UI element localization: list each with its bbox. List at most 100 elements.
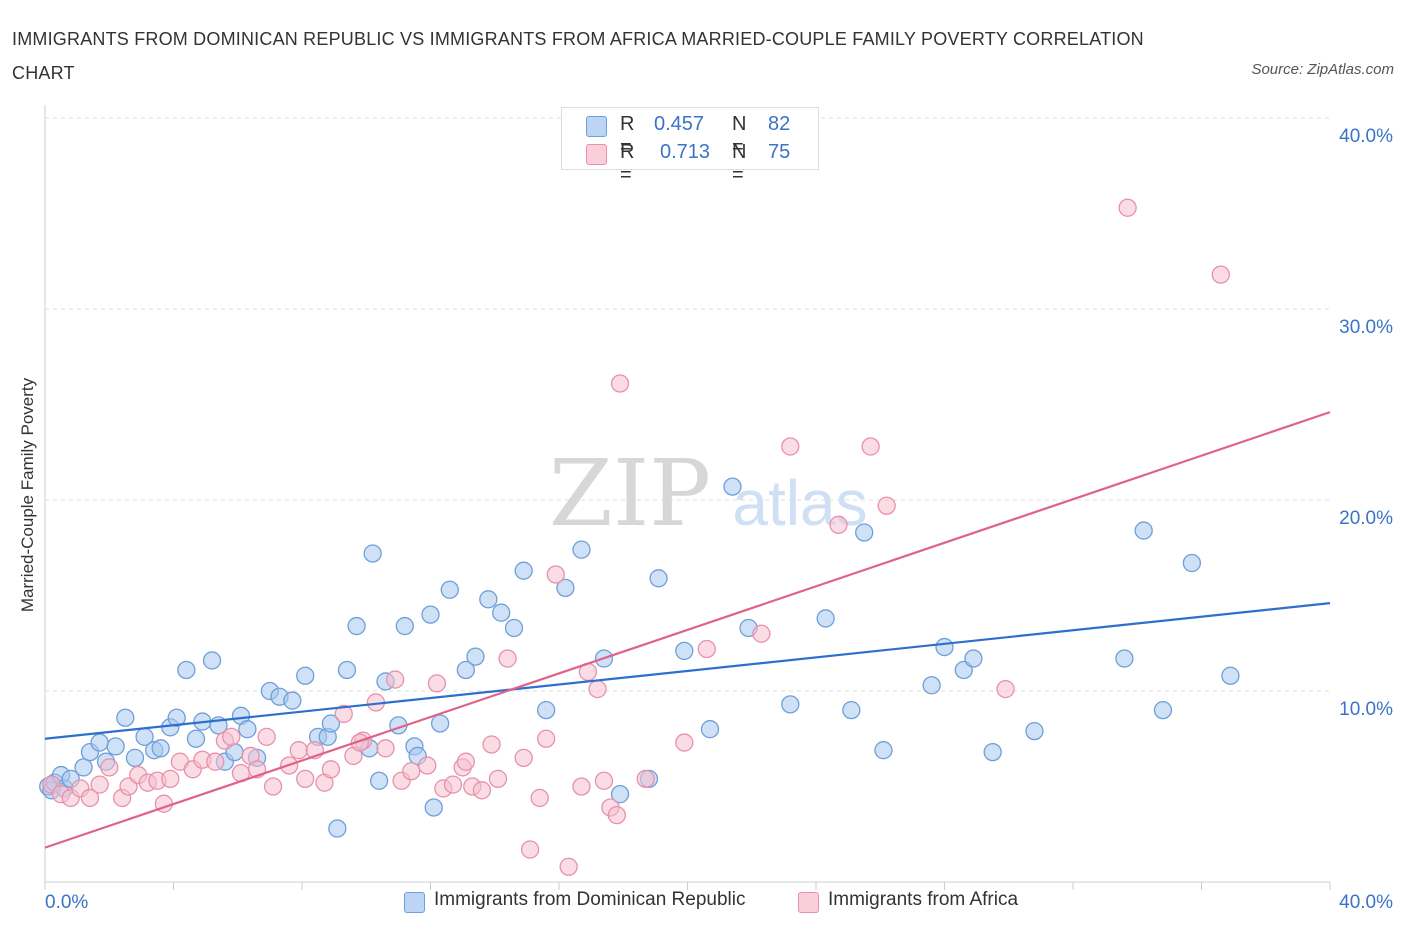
legend-swatch-pink <box>586 144 607 165</box>
data-point-pink <box>781 437 800 456</box>
series-africa <box>42 198 1230 876</box>
data-point-blue <box>296 666 315 685</box>
data-point-blue <box>337 660 357 680</box>
data-point-blue <box>649 569 668 588</box>
data-point-blue <box>610 784 630 804</box>
data-point-blue <box>781 695 800 714</box>
data-point-blue <box>479 590 498 609</box>
data-point-blue <box>1182 553 1202 573</box>
data-point-blue <box>321 714 341 733</box>
data-point-pink <box>289 741 308 760</box>
data-point-pink <box>675 733 694 752</box>
data-point-pink <box>588 679 607 699</box>
data-point-pink <box>482 735 501 754</box>
data-point-blue <box>424 798 443 817</box>
data-point-blue <box>328 819 347 838</box>
data-point-blue <box>1025 721 1044 741</box>
data-point-blue <box>964 649 983 668</box>
legend-n-value-pink: 75 <box>768 141 791 163</box>
data-point-blue <box>186 729 206 748</box>
data-point-blue <box>456 660 475 680</box>
bottom-legend-label-pink: Immigrants from Africa <box>828 889 1019 910</box>
data-point-blue <box>177 660 196 680</box>
data-point-blue <box>430 714 450 733</box>
data-point-blue <box>855 523 874 542</box>
data-point-pink <box>376 739 395 758</box>
legend-r-value-pink: 0.713 <box>660 141 711 163</box>
data-point-pink <box>222 727 241 746</box>
data-point-blue <box>395 616 414 636</box>
y-tick-label: 10.0% <box>1339 699 1393 720</box>
legend-n-value-blue: 82 <box>768 113 791 135</box>
data-point-pink <box>472 781 492 800</box>
data-point-pink <box>206 752 225 771</box>
data-point-blue <box>816 609 835 628</box>
data-point-blue <box>1221 666 1240 685</box>
data-point-blue <box>363 544 382 563</box>
data-point-pink <box>296 769 315 789</box>
series-dominican-republic <box>39 477 1240 838</box>
data-point-blue <box>347 616 366 636</box>
data-point-pink <box>607 806 626 825</box>
data-point-blue <box>202 651 222 670</box>
y-tick-label: 20.0% <box>1339 508 1393 529</box>
trend-line-blue <box>44 602 1331 740</box>
data-point-pink <box>402 762 421 781</box>
x-tick-label-min: 0.0% <box>45 892 88 913</box>
data-point-blue <box>125 748 145 767</box>
data-point-pink <box>350 733 369 752</box>
data-point-pink <box>386 670 405 689</box>
source-note: Source: ZipAtlas.com <box>1251 61 1394 78</box>
data-point-pink <box>697 639 716 659</box>
legend-r-label: R = <box>620 141 635 186</box>
data-point-blue <box>1153 700 1173 720</box>
y-tick-label: 40.0% <box>1339 126 1393 147</box>
data-point-blue <box>283 691 302 710</box>
data-point-blue <box>106 737 125 756</box>
bottom-legend-swatch-blue <box>404 892 425 913</box>
data-point-pink <box>427 674 447 693</box>
data-point-pink <box>90 775 109 794</box>
data-point-blue <box>90 733 109 752</box>
data-point-pink <box>161 769 180 789</box>
data-point-pink <box>636 769 655 789</box>
data-point-pink <box>537 729 556 748</box>
data-point-blue <box>874 741 893 760</box>
data-point-pink <box>263 777 283 796</box>
bottom-legend-label-blue: Immigrants from Dominican Republic <box>434 889 746 910</box>
data-point-blue <box>556 578 575 598</box>
data-point-blue <box>922 676 941 695</box>
data-point-blue <box>723 477 742 496</box>
data-point-blue <box>675 641 694 661</box>
data-point-pink <box>572 777 591 796</box>
data-point-pink <box>100 758 119 777</box>
data-point-blue <box>116 708 135 727</box>
legend-n-label: N = <box>732 141 747 186</box>
data-point-pink <box>334 704 353 724</box>
data-point-blue <box>492 603 511 622</box>
data-point-pink <box>418 756 437 775</box>
data-point-blue <box>369 771 389 790</box>
data-point-blue <box>572 540 591 559</box>
data-point-pink <box>321 760 341 779</box>
data-point-blue <box>1115 649 1134 668</box>
y-tick-label: 30.0% <box>1339 317 1393 338</box>
data-point-pink <box>877 496 896 515</box>
gridlines <box>45 117 1330 692</box>
data-point-pink <box>443 775 463 794</box>
data-point-pink <box>610 374 630 393</box>
data-point-blue <box>842 700 861 720</box>
data-point-blue <box>537 700 556 720</box>
data-point-pink <box>488 769 508 789</box>
data-point-pink <box>1118 198 1137 217</box>
data-point-blue <box>74 758 93 777</box>
data-point-pink <box>559 857 578 876</box>
data-point-blue <box>983 742 1002 762</box>
data-point-pink <box>530 788 549 808</box>
correlation-legend: R = 0.457 N = 82 R = 0.713 N = 75 <box>561 107 819 186</box>
legend-r-label: R = <box>620 113 635 158</box>
data-point-pink <box>829 515 848 534</box>
data-point-pink <box>594 771 614 790</box>
data-point-pink <box>456 752 475 771</box>
